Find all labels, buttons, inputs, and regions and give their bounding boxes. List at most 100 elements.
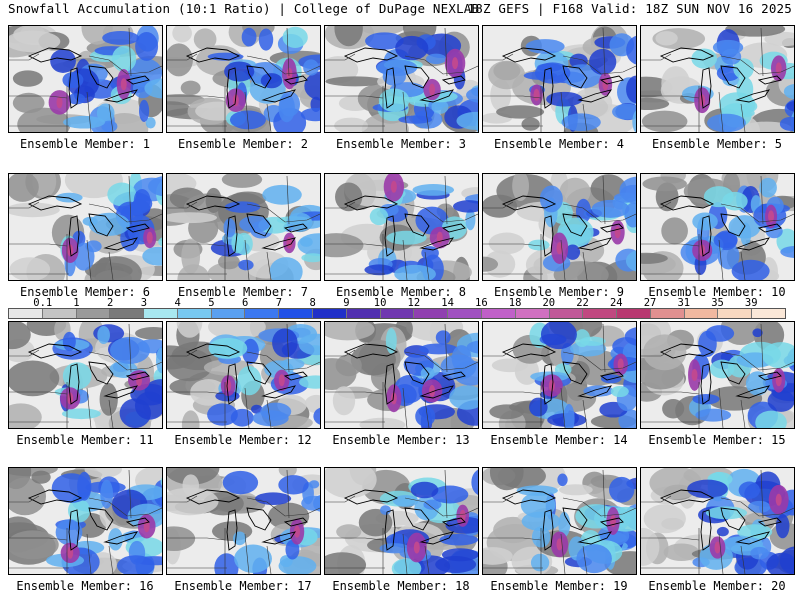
state-border [718, 387, 724, 428]
lake-outline [562, 213, 588, 237]
lake-outline [599, 371, 624, 381]
state-border [483, 495, 636, 517]
ensemble-member-label: Ensemble Member: 7 [177, 285, 309, 299]
lake-outline [700, 215, 712, 257]
lake-outline [757, 223, 782, 233]
state-border [167, 243, 226, 247]
state-border [444, 175, 448, 225]
state-border [402, 533, 408, 574]
snowfall-map [641, 26, 794, 132]
lake-outline [404, 213, 430, 237]
lake-outline [700, 509, 712, 551]
colorbar-tick-label: 8 [309, 297, 316, 309]
lake-outline [577, 531, 613, 545]
snowfall-map [641, 322, 794, 428]
lake-outline [700, 67, 712, 109]
run-info: 18Z GEFS | F168 Valid: 18Z SUN NOV 16 20… [467, 1, 792, 16]
state-border [483, 391, 542, 395]
state-border [582, 251, 588, 280]
lake-outline [27, 343, 83, 359]
lake-outline [246, 213, 272, 237]
state-border [86, 91, 92, 132]
state-border [266, 399, 272, 428]
ensemble-member-label: Ensemble Member: 14 [490, 433, 628, 447]
ensemble-member-panel [8, 321, 163, 429]
state-border [286, 175, 290, 225]
lake-outline [577, 89, 613, 103]
state-border [424, 545, 430, 574]
snowfall-map [483, 468, 636, 574]
colorbar-tick-label: 27 [643, 297, 657, 309]
lake-outline [384, 67, 396, 109]
state-border [167, 537, 226, 541]
colorbar-tick-label: 35 [711, 297, 724, 309]
lake-outline [185, 489, 241, 505]
snowfall-map [325, 26, 478, 132]
colorbar-tick-label: 4 [174, 297, 181, 309]
lake-outline [757, 75, 782, 85]
ensemble-member-panel [482, 467, 637, 575]
lake-outline [68, 363, 80, 405]
lake-outline [419, 531, 455, 545]
lake-outline [419, 89, 455, 103]
colorbar-tick-label: 9 [343, 297, 350, 309]
state-border [641, 53, 794, 75]
snowfall-map [9, 322, 162, 428]
lake-outline [88, 361, 114, 385]
state-border [641, 349, 794, 371]
state-border [602, 469, 606, 519]
state-border [244, 533, 250, 574]
lake-outline [125, 223, 150, 233]
ensemble-member-panel [482, 173, 637, 281]
ensemble-member-label: Ensemble Member: 13 [332, 433, 470, 447]
ensemble-member-panel [166, 321, 321, 429]
state-border [402, 239, 408, 280]
ensemble-member-panel [8, 467, 163, 575]
colorbar-tick-label: 24 [609, 297, 623, 309]
state-border [740, 545, 746, 574]
lake-outline [562, 65, 588, 89]
state-border [108, 399, 114, 428]
ensemble-member-label: Ensemble Member: 20 [648, 579, 786, 593]
lake-outline [88, 507, 114, 531]
ensemble-member-panel [8, 173, 163, 281]
ensemble-member-panel [482, 321, 637, 429]
lake-outline [659, 47, 715, 63]
lake-outline [283, 75, 308, 85]
ensemble-member-label: Ensemble Member: 16 [16, 579, 154, 593]
state-border [108, 251, 114, 280]
state-border [266, 103, 272, 132]
snowfall-map [9, 26, 162, 132]
state-border [641, 95, 700, 99]
state-border [760, 323, 764, 373]
lake-outline [88, 65, 114, 89]
state-border [266, 251, 272, 280]
lake-outline [562, 361, 588, 385]
state-border [641, 243, 700, 247]
colorbar-tick-label: 20 [542, 297, 556, 309]
ensemble-member-label: Ensemble Member: 15 [648, 433, 786, 447]
lake-outline [735, 89, 771, 103]
state-border [286, 323, 290, 373]
snowfall-map [9, 174, 162, 280]
state-border [718, 533, 724, 574]
colorbar-segment [313, 309, 347, 318]
lake-outline [261, 531, 297, 545]
ensemble-member-label: Ensemble Member: 4 [493, 137, 625, 151]
state-border [483, 201, 636, 223]
snowfall-map [167, 26, 320, 132]
state-border [9, 53, 162, 75]
colorbar-tick-label: 16 [475, 297, 488, 309]
state-border [9, 495, 162, 517]
state-border [560, 91, 566, 132]
lake-outline [226, 67, 238, 109]
lake-outline [720, 361, 746, 385]
lake-outline [125, 517, 150, 527]
state-border [9, 95, 68, 99]
lake-outline [283, 517, 308, 527]
colorbar-segment [177, 309, 212, 318]
colorbar-segment [211, 309, 246, 318]
state-border [718, 91, 724, 132]
lake-outline [404, 507, 430, 531]
lake-outline [735, 385, 771, 399]
